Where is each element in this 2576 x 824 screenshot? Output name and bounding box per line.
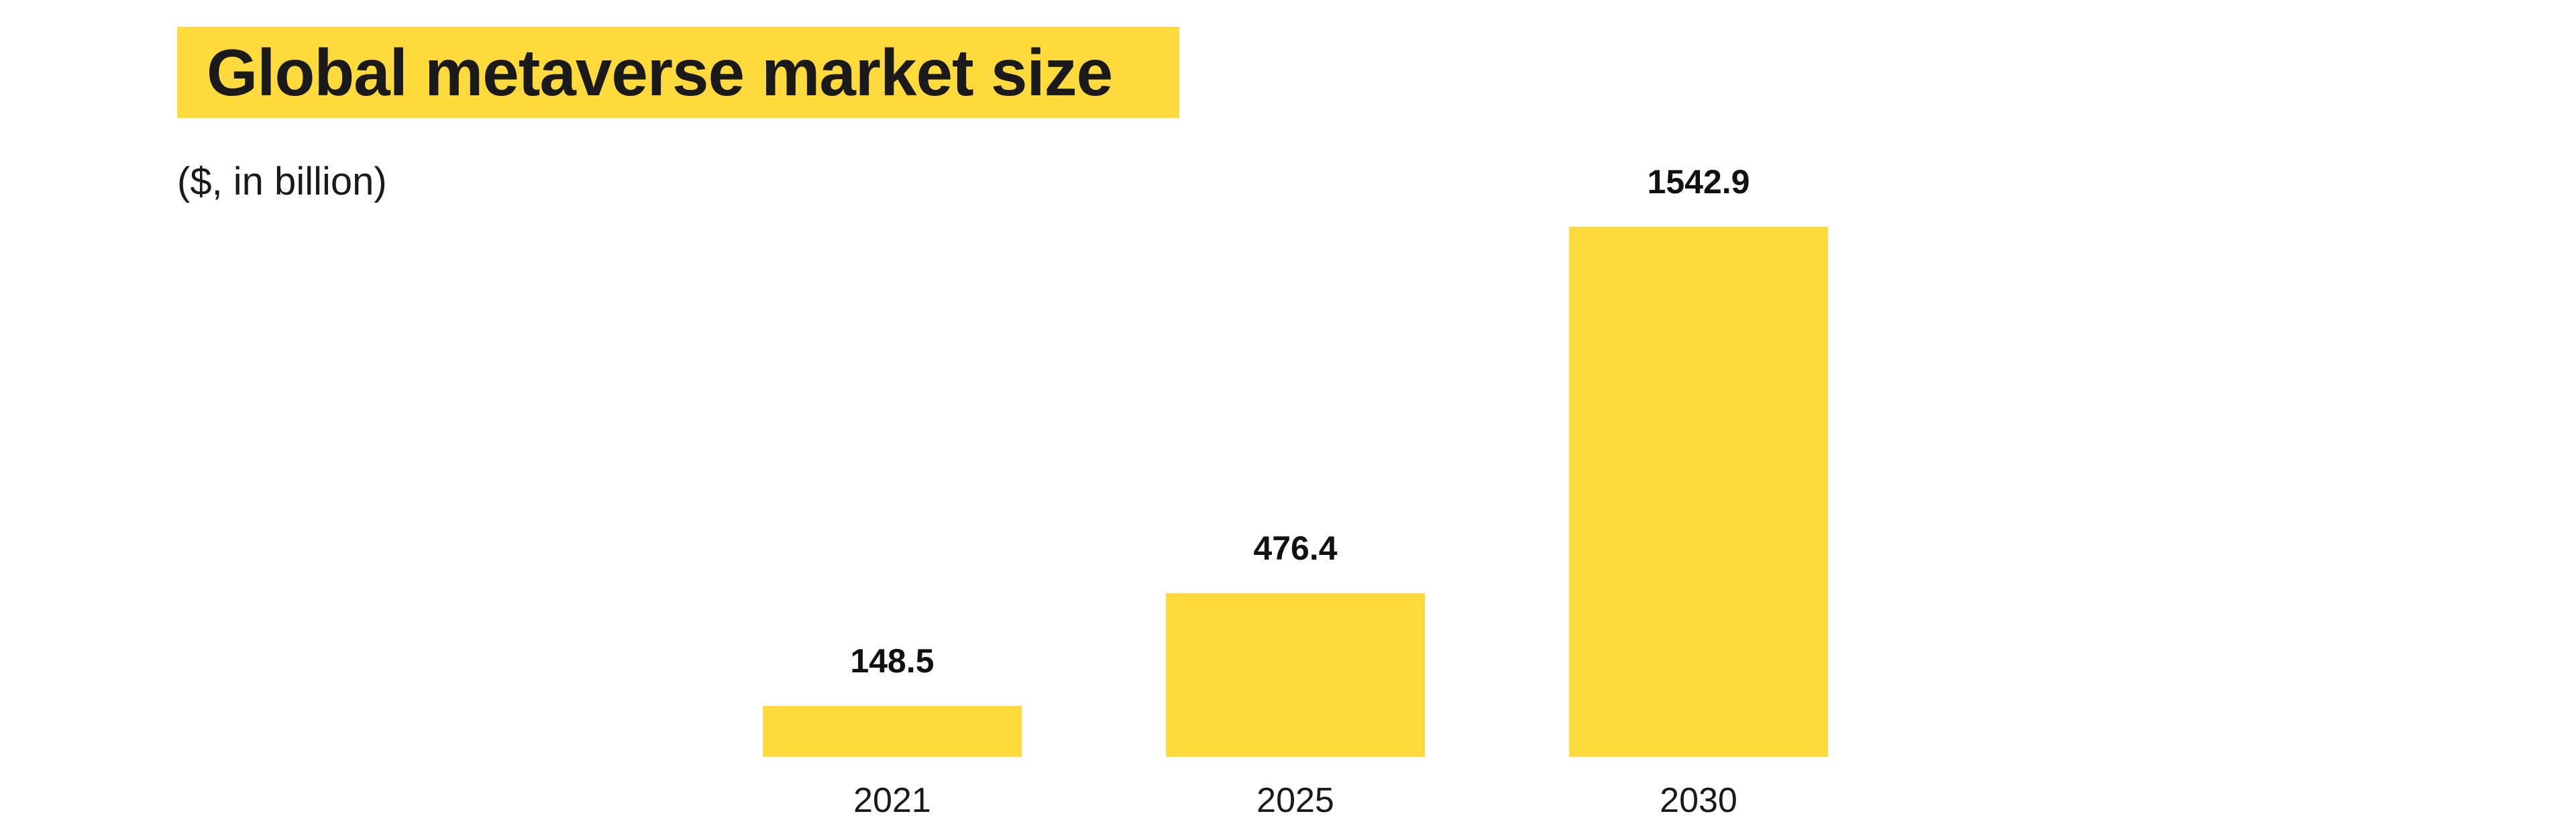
bars-group: [763, 227, 1828, 757]
bar-2025: [1166, 593, 1425, 757]
chart-title-banner: Global metaverse market size: [177, 27, 1179, 118]
category-label-2021: 2021: [853, 781, 931, 820]
value-label-2030: 1542.9: [1648, 163, 1750, 201]
category-labels-group: 2021 2025 2030: [853, 781, 1737, 820]
chart-title: Global metaverse market size: [207, 36, 1113, 109]
bar-2030: [1569, 227, 1828, 757]
value-labels-group: 148.5 476.4 1542.9: [850, 163, 1750, 680]
bar-2021: [763, 705, 1022, 757]
value-label-2021: 148.5: [850, 642, 934, 680]
category-label-2025: 2025: [1256, 781, 1334, 820]
y-axis-unit-label: ($, in billion): [177, 160, 387, 203]
value-label-2025: 476.4: [1253, 529, 1337, 567]
category-label-2030: 2030: [1660, 781, 1737, 820]
